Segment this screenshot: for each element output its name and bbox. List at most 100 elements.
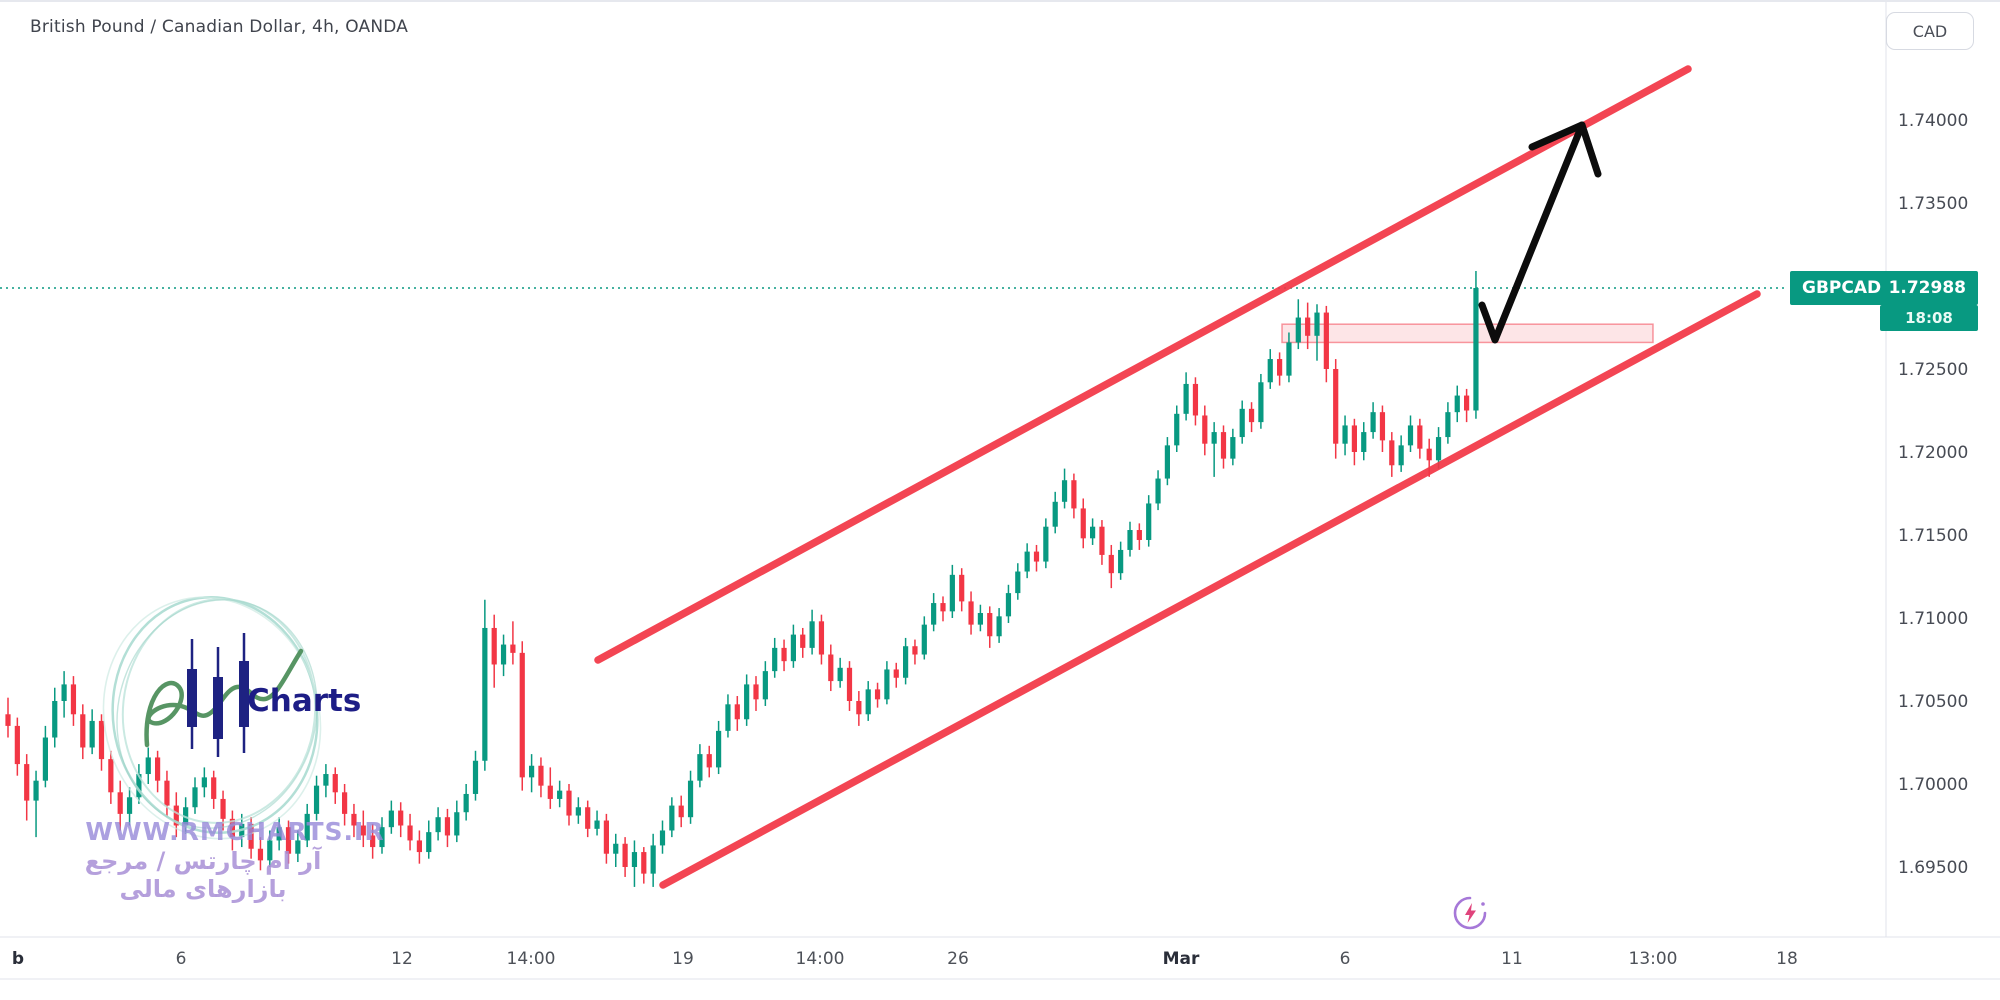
- candle-body: [472, 760, 479, 794]
- time-tick-label[interactable]: Mar: [1163, 949, 1200, 969]
- candle-body: [351, 813, 357, 826]
- candle-body: [1398, 445, 1404, 466]
- candle-body: [482, 627, 488, 761]
- candle-body: [1333, 369, 1339, 444]
- candle-body: [444, 817, 451, 836]
- candle-body: [1351, 425, 1357, 452]
- time-tick-label[interactable]: b: [12, 949, 24, 969]
- candle-body: [1464, 395, 1470, 411]
- candle-body: [1183, 383, 1189, 414]
- candle-body: [304, 813, 310, 841]
- candle-body: [463, 793, 469, 813]
- price-tick-label[interactable]: 1.74000: [1898, 111, 1968, 131]
- watermark-persian: آر ام چارتس / مرجع بازارهای مالی: [84, 847, 322, 903]
- price-tick-label[interactable]: 1.70000: [1898, 775, 1968, 795]
- candle-body: [603, 820, 609, 854]
- logo-wordmark: Charts: [247, 683, 362, 719]
- candle-body: [781, 647, 787, 662]
- time-tick-label[interactable]: 6: [1340, 949, 1351, 969]
- candle-body: [566, 790, 572, 816]
- price-tick-label[interactable]: 1.72500: [1898, 360, 1968, 380]
- channel-upper-line[interactable]: [594, 65, 1692, 664]
- time-tick-label[interactable]: 18: [1776, 949, 1798, 969]
- candle-body: [108, 759, 114, 793]
- candle-body: [360, 825, 366, 836]
- candle-body: [669, 805, 675, 831]
- candle-body: [332, 774, 338, 793]
- candle-body: [687, 780, 694, 818]
- candle-body: [716, 730, 722, 768]
- candle-body: [659, 830, 666, 846]
- candle-body: [968, 601, 974, 625]
- candle-body: [725, 704, 731, 731]
- candle-body: [98, 720, 105, 760]
- candle-body: [557, 790, 563, 799]
- magnet-tool-icon[interactable]: [1452, 895, 1488, 931]
- candle-body: [435, 817, 441, 833]
- price-tick-label[interactable]: 1.70500: [1898, 692, 1968, 712]
- badge-price: 1.72988: [1888, 277, 1966, 298]
- time-tick-label[interactable]: 26: [947, 949, 969, 969]
- price-tick-label[interactable]: 1.72000: [1898, 443, 1968, 463]
- candle-body: [126, 797, 133, 814]
- candle-body: [1314, 312, 1320, 336]
- countdown-value: 18:08: [1905, 308, 1953, 327]
- channel-lower-line[interactable]: [659, 290, 1761, 889]
- price-tick-label[interactable]: 1.69500: [1898, 858, 1968, 878]
- price-tick-label[interactable]: 1.73500: [1898, 194, 1968, 214]
- candle-body: [220, 798, 226, 819]
- logo-graphic: [102, 596, 322, 840]
- candle-body: [706, 754, 712, 768]
- candle-body: [1015, 571, 1021, 594]
- candle-body: [846, 667, 853, 701]
- candle-body: [136, 774, 142, 798]
- time-tick-label[interactable]: 12: [391, 949, 413, 969]
- candle-body: [977, 613, 983, 625]
- candle-body: [613, 843, 619, 854]
- candle-body: [173, 805, 179, 826]
- time-tick-label[interactable]: 14:00: [507, 949, 556, 969]
- candle-body: [1445, 412, 1451, 438]
- candle-body: [1061, 480, 1068, 502]
- time-tick-label[interactable]: 13:00: [1629, 949, 1678, 969]
- candle-body: [650, 845, 656, 874]
- candle-body: [818, 621, 825, 655]
- candle-body: [1379, 412, 1386, 441]
- resistance-zone[interactable]: [1281, 323, 1654, 344]
- symbol-title[interactable]: British Pound / Canadian Dollar, 4h, OAN…: [30, 17, 409, 37]
- projection-arrow[interactable]: [1478, 121, 1586, 344]
- candle-body: [762, 671, 768, 700]
- candle-body: [1370, 412, 1376, 433]
- price-tick-label[interactable]: 1.71000: [1898, 609, 1968, 629]
- candle-body: [1174, 413, 1180, 446]
- candle-body: [1024, 551, 1030, 572]
- candle-body: [519, 652, 525, 778]
- candle-body: [407, 825, 413, 841]
- candle-body: [1033, 551, 1040, 562]
- candle-body: [1211, 432, 1217, 444]
- price-tick-label[interactable]: 1.71500: [1898, 526, 1968, 546]
- candle-body: [323, 774, 329, 786]
- time-tick-label[interactable]: 11: [1501, 949, 1523, 969]
- candle-body: [1473, 287, 1479, 411]
- time-tick-label[interactable]: 19: [672, 949, 694, 969]
- candle-body: [257, 848, 264, 861]
- candle-body: [1192, 383, 1199, 416]
- candle-body: [398, 810, 404, 826]
- time-tick-label[interactable]: 14:00: [796, 949, 845, 969]
- candle-body: [155, 757, 161, 781]
- candle-body: [1090, 526, 1096, 539]
- last-price-badge[interactable]: GBPCAD 1.72988: [1790, 270, 1978, 305]
- candle-body: [117, 792, 123, 814]
- candle-body: [734, 704, 740, 720]
- time-tick-label[interactable]: 6: [176, 949, 187, 969]
- candle-body: [987, 613, 993, 637]
- candle-body: [1361, 432, 1367, 452]
- candle-body: [370, 835, 376, 848]
- currency-button[interactable]: CAD: [1886, 12, 1974, 50]
- candle-body: [1342, 425, 1348, 444]
- candle-body: [89, 720, 95, 748]
- candle-body: [772, 647, 778, 672]
